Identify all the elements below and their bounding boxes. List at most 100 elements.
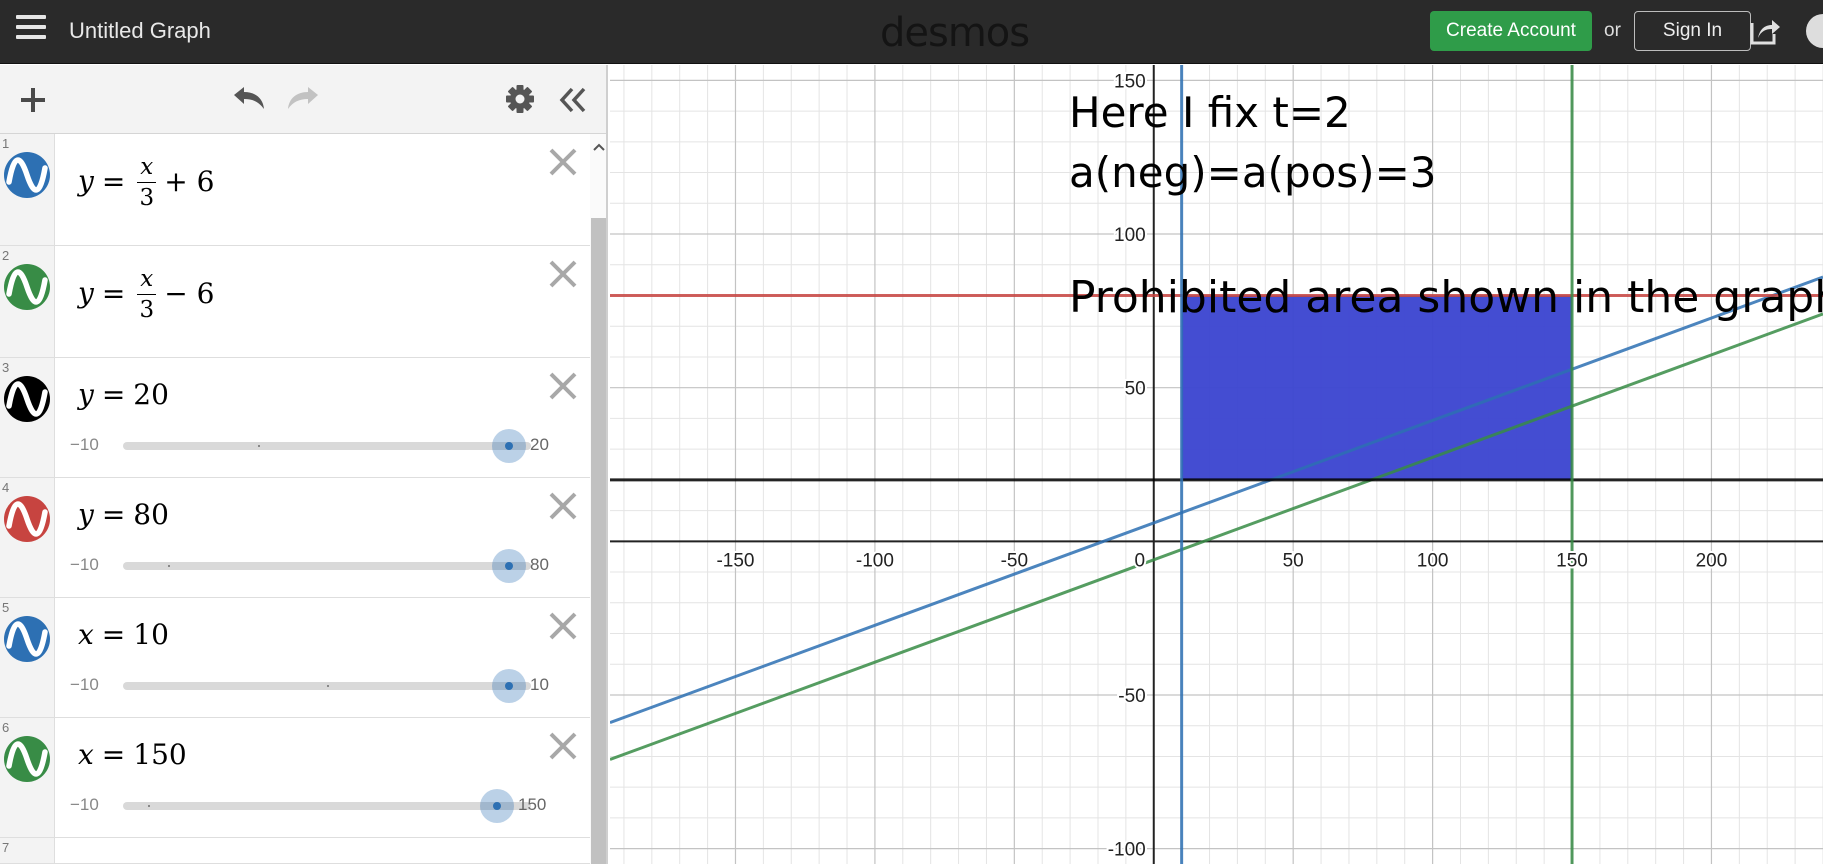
y-tick-label: 150 xyxy=(1114,71,1146,92)
note-line-2: a(neg)=a(pos)=3 xyxy=(1069,148,1437,197)
y-tick-label: -50 xyxy=(1118,686,1145,707)
slider-step-tick xyxy=(148,805,150,807)
top-bar: Untitled Graph desmos Create Account or … xyxy=(0,0,1823,64)
scrollbar[interactable] xyxy=(590,134,606,864)
expression-lhs: y xyxy=(78,164,94,198)
expression-row[interactable]: 6 x = 150 −10 150 xyxy=(0,718,590,838)
slider-track[interactable] xyxy=(123,802,531,810)
color-wave-icon[interactable] xyxy=(4,616,50,662)
slider-max-label[interactable]: 20 xyxy=(530,435,549,454)
expression-gutter: 2 xyxy=(0,246,55,357)
slider-handle[interactable] xyxy=(492,429,526,463)
expression-math[interactable]: x = 150 xyxy=(78,738,187,771)
expression-index: 5 xyxy=(2,600,10,615)
expression-index: 1 xyxy=(2,136,10,151)
equals-sign: = xyxy=(101,378,126,411)
hamburger-menu-icon[interactable] xyxy=(16,15,46,45)
slider-handle[interactable] xyxy=(480,789,514,823)
equals-sign: = xyxy=(101,164,126,198)
expression-index: 7 xyxy=(2,840,10,855)
slider-max-label[interactable]: 10 xyxy=(530,675,549,694)
double-chevron-left-icon[interactable] xyxy=(558,85,588,120)
expression-value: 20 xyxy=(133,378,169,411)
slider-handle[interactable] xyxy=(492,549,526,583)
expression-value: 80 xyxy=(133,498,169,531)
expression-row[interactable]: 2 y = x 3− 6 xyxy=(0,246,590,358)
delete-expression-icon[interactable] xyxy=(547,146,579,178)
slider-track[interactable] xyxy=(123,682,531,690)
equals-sign: = xyxy=(101,276,126,310)
expression-index: 2 xyxy=(2,248,10,263)
graph-canvas[interactable]: -150 -100 -50 0 50 100 150 200 150 100 50 -50 -100 xyxy=(610,65,1823,864)
expression-index: 3 xyxy=(2,360,10,375)
equals-sign: = xyxy=(101,498,126,531)
color-wave-icon[interactable] xyxy=(4,376,50,422)
y-tick-label: 50 xyxy=(1125,379,1146,400)
scroll-thumb[interactable] xyxy=(591,218,606,864)
slider-handle[interactable] xyxy=(492,669,526,703)
color-wave-icon[interactable] xyxy=(4,264,50,310)
delete-expression-icon[interactable] xyxy=(547,490,579,522)
expression-row[interactable]: 5 x = 10 −10 10 xyxy=(0,598,590,718)
expression-value: 150 xyxy=(133,738,187,771)
slider-max-label[interactable]: 150 xyxy=(518,795,547,814)
create-account-button[interactable]: Create Account xyxy=(1430,11,1592,51)
redo-icon[interactable] xyxy=(286,85,322,118)
help-icon[interactable] xyxy=(1806,14,1823,48)
expression-constant: − 6 xyxy=(164,276,215,310)
x-tick-label: 50 xyxy=(1283,550,1304,571)
x-tick-label: 100 xyxy=(1417,550,1449,571)
slider-track[interactable] xyxy=(123,562,531,570)
line-y-x-over-3-plus-6 xyxy=(610,275,1823,725)
expression-math[interactable]: y = x 3 + 6 xyxy=(78,156,214,210)
graph-paper[interactable]: -150 -100 -50 0 50 100 150 200 150 100 50 -50 -100 H… xyxy=(610,65,1823,864)
expression-index: 6 xyxy=(2,720,10,735)
desmos-logo: desmos xyxy=(880,10,1030,56)
expression-math[interactable]: y = 80 xyxy=(78,498,169,531)
expression-lhs: y xyxy=(78,498,94,531)
expression-index: 4 xyxy=(2,480,10,495)
slider-min-label[interactable]: −10 xyxy=(70,675,99,694)
color-wave-icon[interactable] xyxy=(4,496,50,542)
delete-expression-icon[interactable] xyxy=(547,610,579,642)
delete-expression-icon[interactable] xyxy=(547,370,579,402)
sign-in-button[interactable]: Sign In xyxy=(1634,11,1751,51)
expression-gutter: 3 xyxy=(0,358,55,477)
scroll-up-arrow-icon[interactable] xyxy=(593,139,605,151)
gear-icon[interactable] xyxy=(505,84,535,119)
expression-lhs: x xyxy=(78,738,94,771)
slider-min-label[interactable]: −10 xyxy=(70,795,99,814)
expression-math[interactable]: y = 20 xyxy=(78,378,169,411)
expression-gutter: 6 xyxy=(0,718,55,837)
expression-lhs: x xyxy=(78,618,94,651)
undo-icon[interactable] xyxy=(230,85,266,118)
slider-min-label[interactable]: −10 xyxy=(70,555,99,574)
color-wave-icon[interactable] xyxy=(4,736,50,782)
expression-row[interactable]: 1 y = x 3 + 6 xyxy=(0,134,590,246)
expression-row[interactable]: 4 y = 80 −10 80 xyxy=(0,478,590,598)
graph-title[interactable]: Untitled Graph xyxy=(69,18,211,43)
delete-expression-icon[interactable] xyxy=(547,730,579,762)
expression-gutter: 5 xyxy=(0,598,55,717)
plus-icon[interactable] xyxy=(18,85,48,120)
equals-sign: = xyxy=(101,738,126,771)
slider-track[interactable] xyxy=(123,442,531,450)
color-wave-icon[interactable] xyxy=(4,152,50,198)
y-tick-label: -100 xyxy=(1108,840,1146,861)
slider-step-tick xyxy=(168,565,170,567)
x-tick-label: -100 xyxy=(856,550,894,571)
expression-row[interactable]: 7 xyxy=(0,838,590,864)
expression-gutter: 7 xyxy=(0,838,55,863)
expression-math[interactable]: y = x 3− 6 xyxy=(78,268,214,322)
share-icon[interactable] xyxy=(1748,14,1782,48)
delete-expression-icon[interactable] xyxy=(547,258,579,290)
slider-min-label[interactable]: −10 xyxy=(70,435,99,454)
expression-math[interactable]: x = 10 xyxy=(78,618,169,651)
x-tick-label: -150 xyxy=(716,550,754,571)
expression-value: 10 xyxy=(133,618,169,651)
expression-row[interactable]: 3 y = 20 −10 20 xyxy=(0,358,590,478)
slider-max-label[interactable]: 80 xyxy=(530,555,549,574)
x-tick-label: 200 xyxy=(1696,550,1728,571)
